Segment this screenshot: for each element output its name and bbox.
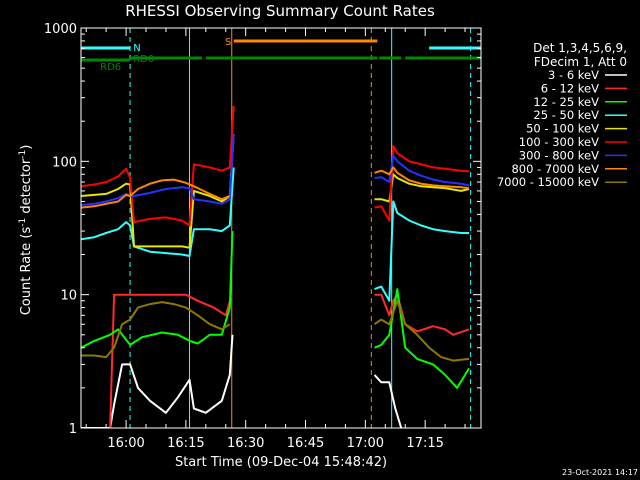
series-line-band-3 [374,288,470,389]
series-line-band-8 [81,178,231,209]
legend-header-2: FDecim 1, Att 0 [534,55,627,69]
legend-item-label: 100 - 300 keV [519,135,599,149]
series-line-band-7 [81,134,235,207]
x-axis-label: Start Time (09-Dec-04 15:48:42) [175,455,387,470]
legend-item-label: 300 - 800 keV [519,148,599,162]
series-line-band-2 [109,293,233,428]
series-line-band-7 [374,154,470,187]
footer-date: 23-Oct-2021 14:17 [562,468,638,477]
y-tick-label: 10 [60,289,77,304]
x-tick-label: 16:15 [167,436,204,451]
legend-item-label: 25 - 50 keV [533,108,599,122]
series-line-band-4 [374,200,469,302]
x-tick-label: 17:15 [406,436,443,451]
x-tick-label: 16:45 [287,436,324,451]
legend-item-label: 7000 - 15000 keV [497,175,599,189]
legend-item-label: 800 - 7000 keV [511,162,599,176]
orbit-label-rd0: RD0 [133,54,154,65]
y-tick-label: 100 [52,155,77,170]
series-line-band-6 [81,105,235,227]
series-lines [81,105,470,428]
orbit-label-s: S [225,37,231,48]
chart-title: RHESSI Observing Summary Count Rates [125,2,435,20]
x-axis-ticks: 16:00 16:15 16:30 16:45 17:00 17:15 [85,28,466,451]
legend-item-label: 6 - 12 keV [541,81,599,95]
series-line-band-9 [373,299,470,362]
legend-item-label: 12 - 25 keV [533,95,599,109]
y-tick-label: 1000 [44,22,77,37]
series-line-band-9 [81,301,231,359]
series-line-band-4 [81,167,235,257]
series-line-band-5 [374,173,470,203]
series-line-band-1 [81,334,234,428]
orbit-label-n: N [133,43,140,54]
y-axis-ticks: 1 10 100 1000 [44,22,481,437]
series-line-band-5 [81,134,235,249]
legend-item-label: 3 - 6 keV [548,68,599,82]
legend-item-label: 50 - 100 keV [526,122,599,136]
y-axis-label: Count Rate (s-1 detector-1) [18,145,34,316]
legend-header-1: Det 1,3,4,5,6,9, [533,41,627,55]
series-line-band-1 [373,374,403,428]
series-line-band-8 [374,166,470,190]
x-tick-label: 17:00 [347,436,384,451]
y-tick-label: 1 [69,422,77,437]
x-tick-label: 16:30 [227,436,264,451]
series-line-band-3 [81,231,234,349]
x-tick-label: 16:00 [107,436,144,451]
orbit-label-rd6: RD6 [100,62,121,73]
legend: Det 1,3,4,5,6,9, FDecim 1, Att 0 3 - 6 k… [497,41,627,189]
plot-frame [80,27,482,429]
series-line-band-6 [374,145,470,222]
